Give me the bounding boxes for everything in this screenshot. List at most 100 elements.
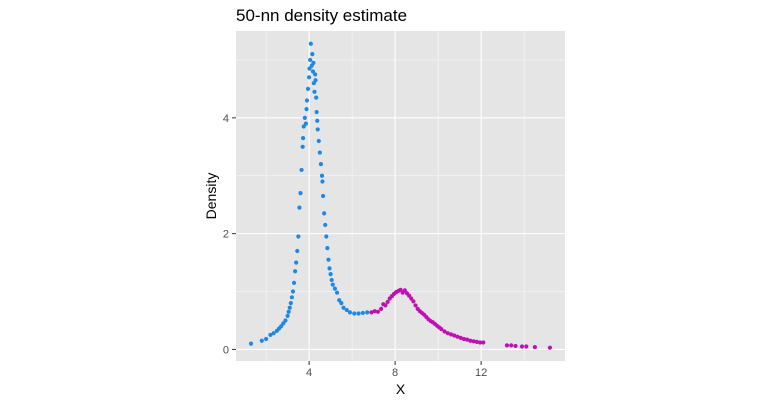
data-point xyxy=(315,127,320,132)
data-point xyxy=(313,78,318,83)
y-tick-label: 2 xyxy=(223,229,229,241)
data-point xyxy=(308,41,313,46)
data-point xyxy=(360,310,365,316)
data-point xyxy=(304,98,310,103)
x-axis-title: X xyxy=(396,381,406,397)
data-point xyxy=(461,336,467,342)
data-point xyxy=(281,321,286,326)
data-point xyxy=(347,310,353,315)
data-point xyxy=(288,301,293,306)
data-point xyxy=(297,205,302,210)
data-point xyxy=(300,136,306,141)
data-point xyxy=(307,75,312,80)
data-point xyxy=(519,344,525,349)
data-point xyxy=(285,313,290,318)
data-point xyxy=(379,306,384,311)
data-point xyxy=(299,167,304,173)
data-point xyxy=(509,343,514,348)
data-point xyxy=(407,293,412,298)
data-point xyxy=(352,311,357,316)
data-point xyxy=(452,333,457,338)
data-point xyxy=(341,305,346,310)
data-point xyxy=(402,288,407,293)
y-tick-label: 0 xyxy=(223,344,229,356)
data-point xyxy=(458,335,463,340)
data-point xyxy=(312,89,317,94)
data-point xyxy=(315,118,320,123)
data-point xyxy=(445,331,450,336)
data-point xyxy=(383,303,388,308)
data-point xyxy=(411,299,416,304)
data-point xyxy=(320,193,326,199)
data-point xyxy=(314,95,319,100)
y-axis-title: Density xyxy=(203,173,219,220)
data-points xyxy=(248,41,553,350)
data-point xyxy=(248,341,254,346)
data-point xyxy=(339,301,344,306)
data-point xyxy=(468,338,473,343)
data-point xyxy=(326,257,331,262)
data-point xyxy=(332,286,338,291)
data-point xyxy=(398,287,403,292)
data-point xyxy=(313,72,318,77)
data-point xyxy=(298,191,303,196)
data-point xyxy=(329,277,334,283)
data-point xyxy=(293,269,298,274)
data-point xyxy=(290,289,296,294)
data-point xyxy=(268,332,273,338)
data-point xyxy=(320,179,325,184)
data-point xyxy=(271,331,276,336)
data-point xyxy=(304,107,309,112)
data-point xyxy=(296,234,301,239)
data-point xyxy=(409,296,414,301)
x-axis: 4 8 12 xyxy=(306,361,487,379)
data-point xyxy=(337,298,342,303)
data-point xyxy=(302,115,307,120)
data-point xyxy=(365,310,370,315)
grid-major-lines xyxy=(236,31,565,361)
data-point xyxy=(471,339,476,344)
data-point xyxy=(328,272,333,277)
data-point xyxy=(303,121,308,126)
data-point xyxy=(279,324,284,329)
data-point xyxy=(547,345,553,350)
data-point xyxy=(316,138,321,144)
data-point xyxy=(481,340,486,345)
data-point xyxy=(465,337,470,342)
data-point xyxy=(318,162,324,167)
data-point xyxy=(524,344,529,349)
data-point xyxy=(319,173,325,178)
data-point xyxy=(310,69,316,74)
data-point xyxy=(283,318,288,323)
data-point xyxy=(413,303,418,308)
data-point xyxy=(344,307,349,313)
data-point xyxy=(307,66,312,71)
data-point xyxy=(287,305,292,310)
data-point xyxy=(289,295,295,300)
data-point xyxy=(513,343,518,349)
data-point xyxy=(504,343,510,348)
data-point xyxy=(330,282,335,287)
data-point xyxy=(310,52,315,57)
data-point xyxy=(291,280,297,285)
chart-title: 50-nn density estimate xyxy=(236,6,407,25)
plot-panel xyxy=(236,31,565,361)
data-point xyxy=(375,309,381,314)
data-point xyxy=(324,234,329,239)
data-point xyxy=(532,345,537,350)
data-point xyxy=(317,150,322,155)
data-point xyxy=(295,248,300,254)
data-point xyxy=(322,211,327,216)
data-point xyxy=(369,310,374,315)
data-point xyxy=(264,336,269,342)
x-tick-label: 4 xyxy=(306,367,312,379)
data-point xyxy=(286,309,291,314)
data-point xyxy=(308,57,313,63)
data-point xyxy=(323,222,328,228)
data-point xyxy=(314,109,319,115)
data-point xyxy=(334,290,340,295)
data-point xyxy=(455,334,460,339)
data-point xyxy=(301,124,306,129)
x-tick-label: 12 xyxy=(475,367,487,379)
